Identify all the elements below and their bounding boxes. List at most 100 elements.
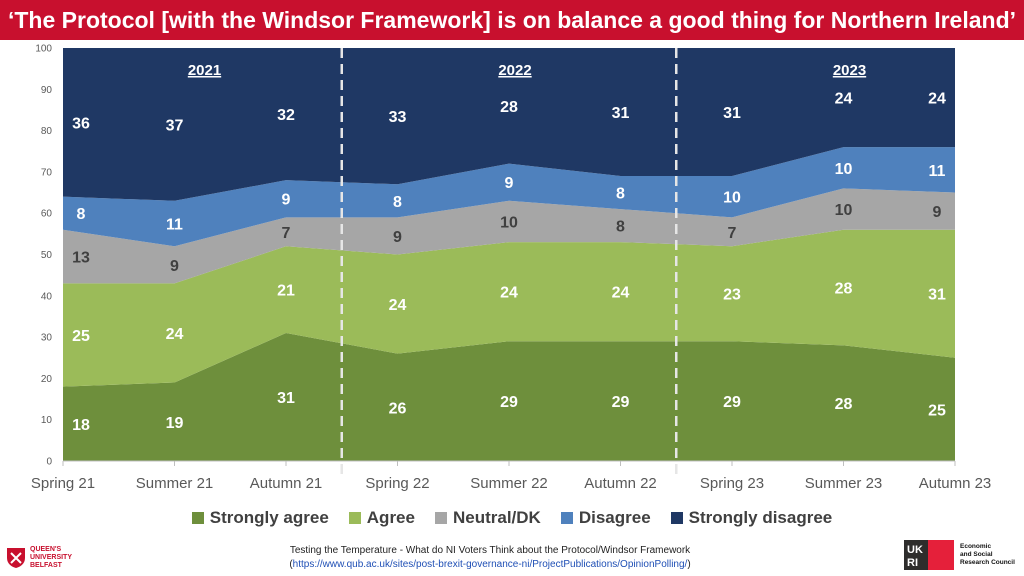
y-tick-label: 40 <box>41 291 53 302</box>
value-label-agree: 24 <box>166 326 184 343</box>
legend-label: Disagree <box>578 508 651 527</box>
year-label: 2023 <box>833 62 866 79</box>
footer-source: Testing the Temperature - What do NI Vot… <box>200 544 780 572</box>
value-label-disagree: 9 <box>505 175 514 192</box>
value-label-agree: 24 <box>389 297 407 314</box>
x-tick-label: Summer 23 <box>805 475 883 492</box>
legend-swatch <box>670 512 683 524</box>
value-label-disagree: 11 <box>166 217 183 234</box>
source-link[interactable]: https://www.qub.ac.uk/sites/post-brexit-… <box>292 559 688 570</box>
y-tick-label: 70 <box>41 167 53 178</box>
value-label-strongly-disagree: 24 <box>835 91 853 108</box>
value-label-neutral-dk: 10 <box>500 214 518 231</box>
value-label-strongly-disagree: 37 <box>166 117 184 134</box>
value-label-disagree: 10 <box>835 161 853 178</box>
area-strongly-disagree <box>63 48 955 201</box>
ukri-line-1: Economic <box>960 543 992 550</box>
y-tick-label: 0 <box>46 457 52 468</box>
area-neutral-dk <box>63 188 955 284</box>
area-layers <box>63 48 955 461</box>
x-tick-label: Spring 21 <box>31 475 95 492</box>
value-label-strongly-agree: 31 <box>277 390 295 407</box>
value-label-strongly-agree: 18 <box>72 417 90 434</box>
value-label-strongly-disagree: 28 <box>500 99 518 116</box>
paren-close: ) <box>687 559 691 570</box>
legend-swatch <box>348 512 361 524</box>
legend-label: Strongly agree <box>209 508 329 527</box>
ukri-line-2: and Social <box>960 551 993 558</box>
value-label-neutral-dk: 9 <box>393 229 402 246</box>
value-label-strongly-agree: 29 <box>500 394 518 411</box>
y-tick-label: 20 <box>41 374 53 385</box>
year-labels: 2021 2022 2023 <box>188 62 866 79</box>
value-label-strongly-disagree: 33 <box>389 109 407 126</box>
value-label-strongly-agree: 29 <box>723 394 741 411</box>
area-disagree <box>63 147 955 247</box>
legend-label: Neutral/DK <box>452 508 541 527</box>
value-label-strongly-agree: 29 <box>612 394 630 411</box>
source-line: Testing the Temperature - What do NI Vot… <box>289 545 691 556</box>
chart-title: ‘The Protocol [with the Windsor Framewor… <box>7 7 1017 33</box>
legend-label: Agree <box>366 508 415 527</box>
value-label-strongly-disagree: 24 <box>928 91 946 108</box>
qub-line-2: UNIVERSITY <box>30 554 73 561</box>
value-label-strongly-disagree: 31 <box>612 105 630 122</box>
value-label-strongly-disagree: 36 <box>72 115 90 132</box>
x-tick-label: Summer 22 <box>470 475 548 492</box>
area-strongly-agree <box>63 332 955 461</box>
value-label-neutral-dk: 9 <box>170 258 179 275</box>
x-tick-label: Summer 21 <box>136 475 214 492</box>
value-label-disagree: 11 <box>929 163 946 180</box>
legend-swatch <box>560 512 573 524</box>
value-label-disagree: 9 <box>282 192 291 209</box>
legend-item-disagree: Disagree <box>560 508 651 528</box>
value-label-neutral-dk: 8 <box>616 219 625 236</box>
svg-text:UK: UK <box>907 544 923 556</box>
value-labels: 18 19 31 26 29 29 29 28 25 25 24 21 24 24 24 23 28 31 13 9 7… <box>72 91 946 434</box>
legend-swatch <box>191 512 204 524</box>
svg-text:RI: RI <box>907 557 918 569</box>
value-label-neutral-dk: 13 <box>72 250 90 267</box>
value-label-strongly-agree: 25 <box>928 402 946 419</box>
ukri-logo: UK RI Economic and Social Research Counc… <box>904 540 1015 570</box>
value-label-strongly-agree: 28 <box>835 396 853 413</box>
value-label-neutral-dk: 7 <box>728 225 737 242</box>
value-label-neutral-dk: 9 <box>933 204 942 221</box>
value-label-agree: 28 <box>835 281 853 298</box>
legend-label: Strongly disagree <box>688 508 833 527</box>
legend: Strongly agree Agree Neutral/DK Disagree Str… <box>0 507 1024 529</box>
legend-item-agree: Agree <box>348 508 415 528</box>
value-label-disagree: 8 <box>77 206 86 223</box>
paren-open: ( <box>289 559 293 570</box>
y-tick-label: 50 <box>41 250 53 261</box>
qub-line-1: QUEEN'S <box>30 546 62 553</box>
area-agree <box>63 229 955 387</box>
x-tick-label: Spring 23 <box>700 475 764 492</box>
value-label-agree: 24 <box>612 285 630 302</box>
value-label-neutral-dk: 7 <box>282 225 291 242</box>
year-label: 2021 <box>188 62 221 79</box>
value-label-disagree: 10 <box>723 190 741 207</box>
year-label: 2022 <box>498 62 531 79</box>
value-label-agree: 23 <box>723 287 741 304</box>
y-tick-label: 100 <box>35 44 52 55</box>
ukri-mark-icon: UK RI <box>904 540 954 570</box>
value-label-strongly-disagree: 31 <box>723 105 741 122</box>
year-dividers <box>340 48 678 475</box>
legend-item-strongly-agree: Strongly agree <box>191 508 329 528</box>
legend-item-strongly-disagree: Strongly disagree <box>670 508 833 528</box>
value-label-agree: 25 <box>72 328 90 345</box>
y-tick-label: 60 <box>41 209 53 220</box>
ukri-line-3: Research Council <box>960 559 1015 566</box>
y-tick-label: 30 <box>41 333 53 344</box>
value-label-agree: 31 <box>928 287 946 304</box>
qub-line-3: BELFAST <box>30 562 62 569</box>
value-label-agree: 24 <box>500 285 518 302</box>
legend-item-neutral-dk: Neutral/DK <box>434 508 541 528</box>
axes: 0 10 20 30 40 50 60 70 80 90 100 Spring 21 Summer 21… <box>31 44 991 493</box>
legend-swatch <box>434 512 447 524</box>
value-label-strongly-disagree: 32 <box>277 107 295 124</box>
x-tick-label: Autumn 22 <box>584 475 657 492</box>
value-label-agree: 21 <box>277 283 295 300</box>
x-tick-label: Spring 22 <box>365 475 429 492</box>
